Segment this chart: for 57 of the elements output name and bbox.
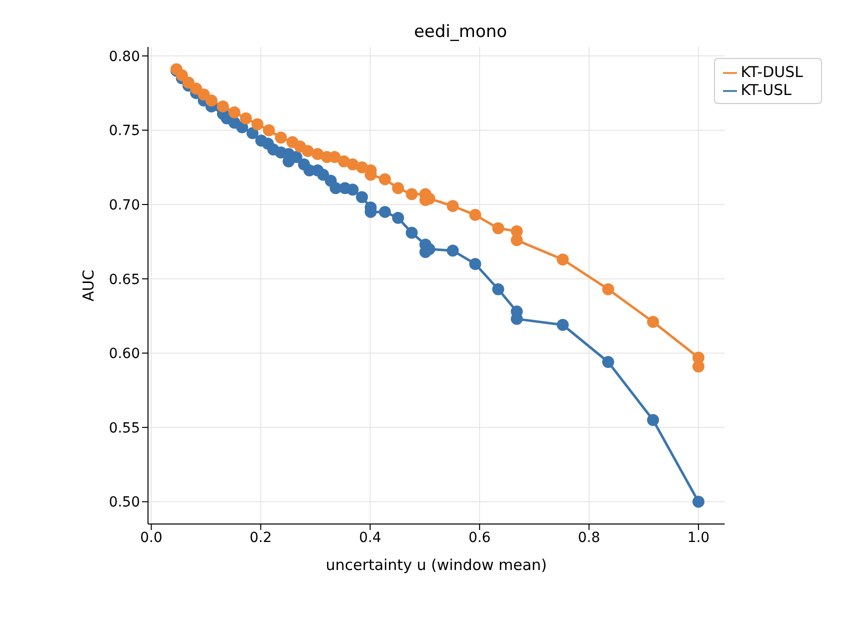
point bbox=[492, 222, 504, 234]
point bbox=[176, 69, 188, 82]
point bbox=[312, 148, 324, 160]
point bbox=[182, 76, 194, 89]
point bbox=[692, 496, 704, 508]
x-axis-title: uncertainty u (window mean) bbox=[326, 556, 547, 574]
point bbox=[446, 244, 459, 257]
point bbox=[240, 112, 252, 124]
point bbox=[378, 173, 391, 186]
point bbox=[262, 124, 275, 136]
chart-title: eedi_mono bbox=[412, 22, 508, 42]
point bbox=[317, 168, 330, 181]
legend-label: KT-DUSL bbox=[740, 63, 803, 81]
y-tick-label: 0.65 bbox=[108, 272, 140, 288]
x-tick-label: 0.0 bbox=[140, 530, 162, 546]
y-tick-label: 0.50 bbox=[108, 494, 140, 511]
point bbox=[392, 182, 404, 194]
point bbox=[346, 158, 359, 170]
point bbox=[205, 94, 218, 106]
point bbox=[469, 208, 482, 221]
point bbox=[251, 118, 264, 130]
x-tick-label: 0.2 bbox=[250, 530, 272, 546]
point bbox=[392, 212, 404, 224]
point bbox=[647, 316, 660, 328]
x-tick-label: 1.0 bbox=[687, 530, 710, 546]
point bbox=[246, 127, 259, 140]
point bbox=[198, 88, 210, 101]
point bbox=[378, 206, 391, 218]
legend-label: KT-USL bbox=[740, 81, 792, 99]
point bbox=[406, 188, 418, 200]
point bbox=[556, 318, 569, 331]
point bbox=[510, 234, 523, 246]
y-axis-title: AUC bbox=[79, 270, 98, 302]
point bbox=[602, 283, 614, 296]
point bbox=[406, 226, 418, 239]
y-tick-label: 0.70 bbox=[108, 197, 140, 214]
point bbox=[346, 184, 359, 196]
point bbox=[228, 106, 240, 118]
point bbox=[446, 200, 459, 212]
x-tick-label: 0.4 bbox=[359, 530, 382, 546]
point bbox=[356, 191, 368, 204]
point bbox=[469, 258, 482, 270]
x-tick-label: 0.8 bbox=[578, 530, 600, 546]
point bbox=[492, 283, 504, 296]
point bbox=[302, 145, 314, 158]
y-tick-label: 0.75 bbox=[108, 123, 140, 140]
point bbox=[556, 253, 569, 266]
y-tick-label: 0.80 bbox=[108, 48, 140, 65]
point bbox=[190, 82, 202, 95]
point bbox=[602, 356, 614, 368]
y-tick-label: 0.55 bbox=[108, 420, 140, 436]
point bbox=[216, 100, 229, 112]
point bbox=[274, 132, 287, 144]
y-tick-label: 0.60 bbox=[108, 346, 140, 362]
point bbox=[236, 121, 248, 134]
x-tick-label: 0.6 bbox=[468, 530, 491, 546]
point bbox=[647, 414, 660, 426]
